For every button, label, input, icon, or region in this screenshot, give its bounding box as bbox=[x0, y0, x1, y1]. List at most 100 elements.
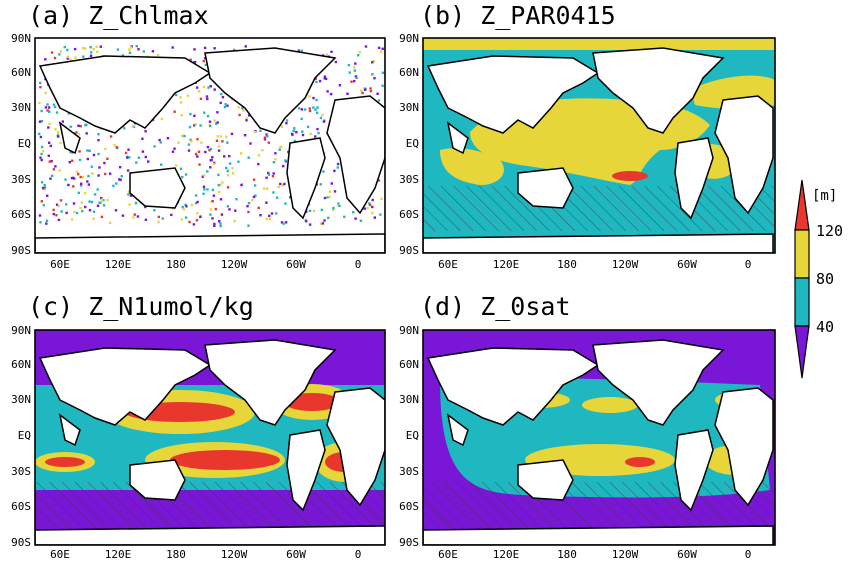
profile-point bbox=[87, 183, 91, 186]
profile-point bbox=[220, 92, 223, 96]
profile-point bbox=[190, 203, 194, 207]
profile-point bbox=[226, 174, 230, 177]
profile-point bbox=[312, 96, 315, 100]
profile-point bbox=[193, 114, 196, 117]
profile-point bbox=[68, 161, 71, 164]
colorbar: [m] 120 80 40 bbox=[794, 179, 843, 379]
profile-point bbox=[66, 48, 69, 52]
lat-label: 30S bbox=[399, 173, 419, 186]
profile-point bbox=[306, 125, 310, 129]
profile-point bbox=[371, 73, 374, 76]
colorbar-segment-yellow bbox=[794, 229, 810, 279]
land-shape bbox=[286, 137, 326, 220]
profile-point bbox=[47, 106, 51, 109]
profile-point bbox=[278, 148, 281, 151]
profile-point bbox=[180, 218, 184, 221]
profile-point bbox=[77, 191, 80, 195]
profile-point bbox=[65, 203, 68, 206]
lat-labels-a: 90N 60N 30N EQ 30S 60S 90S bbox=[11, 32, 31, 257]
profile-point bbox=[72, 202, 76, 205]
profile-point bbox=[332, 208, 335, 212]
profile-point bbox=[81, 176, 85, 179]
profile-point bbox=[190, 140, 193, 143]
profile-point bbox=[287, 150, 290, 154]
profile-point bbox=[272, 172, 275, 175]
profile-point bbox=[74, 132, 77, 135]
profile-point bbox=[319, 183, 322, 186]
profile-point bbox=[175, 164, 178, 167]
profile-point bbox=[221, 181, 224, 184]
land-shape bbox=[674, 137, 714, 220]
profile-point bbox=[136, 215, 140, 218]
profile-point bbox=[127, 193, 130, 196]
profile-point bbox=[254, 194, 257, 197]
land-shape bbox=[129, 167, 186, 209]
lon-label: 120W bbox=[221, 548, 248, 560]
lat-label: 30N bbox=[399, 101, 419, 114]
profile-point bbox=[245, 119, 248, 122]
profile-point bbox=[247, 224, 250, 227]
profile-point bbox=[206, 170, 209, 173]
lat-labels-d: 90N 60N 30N EQ 30S 60S 90S bbox=[399, 324, 419, 549]
profile-point bbox=[212, 162, 215, 166]
profile-point bbox=[132, 216, 135, 219]
profile-point bbox=[108, 172, 112, 175]
profile-point bbox=[284, 159, 287, 162]
profile-point bbox=[121, 214, 125, 217]
profile-point bbox=[259, 214, 262, 217]
profile-point bbox=[194, 152, 198, 156]
profile-point bbox=[217, 184, 220, 187]
profile-point bbox=[106, 199, 109, 202]
profile-point bbox=[325, 53, 328, 56]
profile-point bbox=[73, 177, 76, 180]
profile-point bbox=[103, 161, 106, 165]
profile-point bbox=[308, 107, 311, 110]
profile-point bbox=[315, 98, 318, 102]
profile-point bbox=[87, 174, 90, 178]
profile-point bbox=[322, 170, 325, 173]
colorbar-label-40: 40 bbox=[816, 318, 834, 336]
profile-point bbox=[268, 217, 272, 221]
profile-point bbox=[249, 142, 252, 145]
profile-point bbox=[297, 49, 300, 52]
land-mass-d bbox=[423, 339, 774, 545]
profile-point bbox=[265, 176, 268, 179]
profile-point bbox=[209, 159, 212, 162]
profile-point bbox=[217, 145, 221, 148]
profile-point bbox=[174, 93, 178, 97]
red-patch-b bbox=[612, 171, 648, 181]
profile-point bbox=[257, 162, 260, 166]
profile-point bbox=[171, 46, 174, 49]
profile-point bbox=[180, 114, 183, 117]
profile-point bbox=[74, 56, 77, 59]
profile-point bbox=[283, 182, 286, 186]
profile-point bbox=[257, 206, 260, 210]
profile-point bbox=[323, 219, 326, 222]
profile-point bbox=[66, 55, 69, 58]
land-shape bbox=[714, 387, 774, 507]
profile-point bbox=[213, 47, 216, 50]
profile-point bbox=[203, 111, 206, 114]
profile-point bbox=[73, 210, 76, 214]
profile-point bbox=[360, 89, 363, 92]
profile-point bbox=[305, 220, 308, 223]
profile-point bbox=[66, 57, 69, 60]
profile-point bbox=[377, 46, 381, 49]
lon-label: 0 bbox=[745, 258, 752, 271]
profile-point bbox=[300, 108, 304, 111]
profile-point bbox=[72, 185, 75, 188]
profile-point bbox=[267, 171, 270, 175]
profile-point bbox=[274, 152, 277, 155]
profile-point bbox=[67, 112, 70, 115]
profile-point bbox=[188, 125, 192, 129]
profile-point bbox=[224, 103, 227, 106]
profile-point bbox=[354, 75, 358, 78]
land-shape bbox=[38, 55, 212, 134]
profile-point bbox=[113, 143, 116, 147]
lon-label: 0 bbox=[355, 548, 362, 560]
profile-point bbox=[173, 110, 176, 113]
land-shape bbox=[517, 459, 574, 501]
profile-point bbox=[144, 155, 147, 159]
profile-point bbox=[71, 159, 74, 162]
profile-point bbox=[46, 109, 49, 112]
